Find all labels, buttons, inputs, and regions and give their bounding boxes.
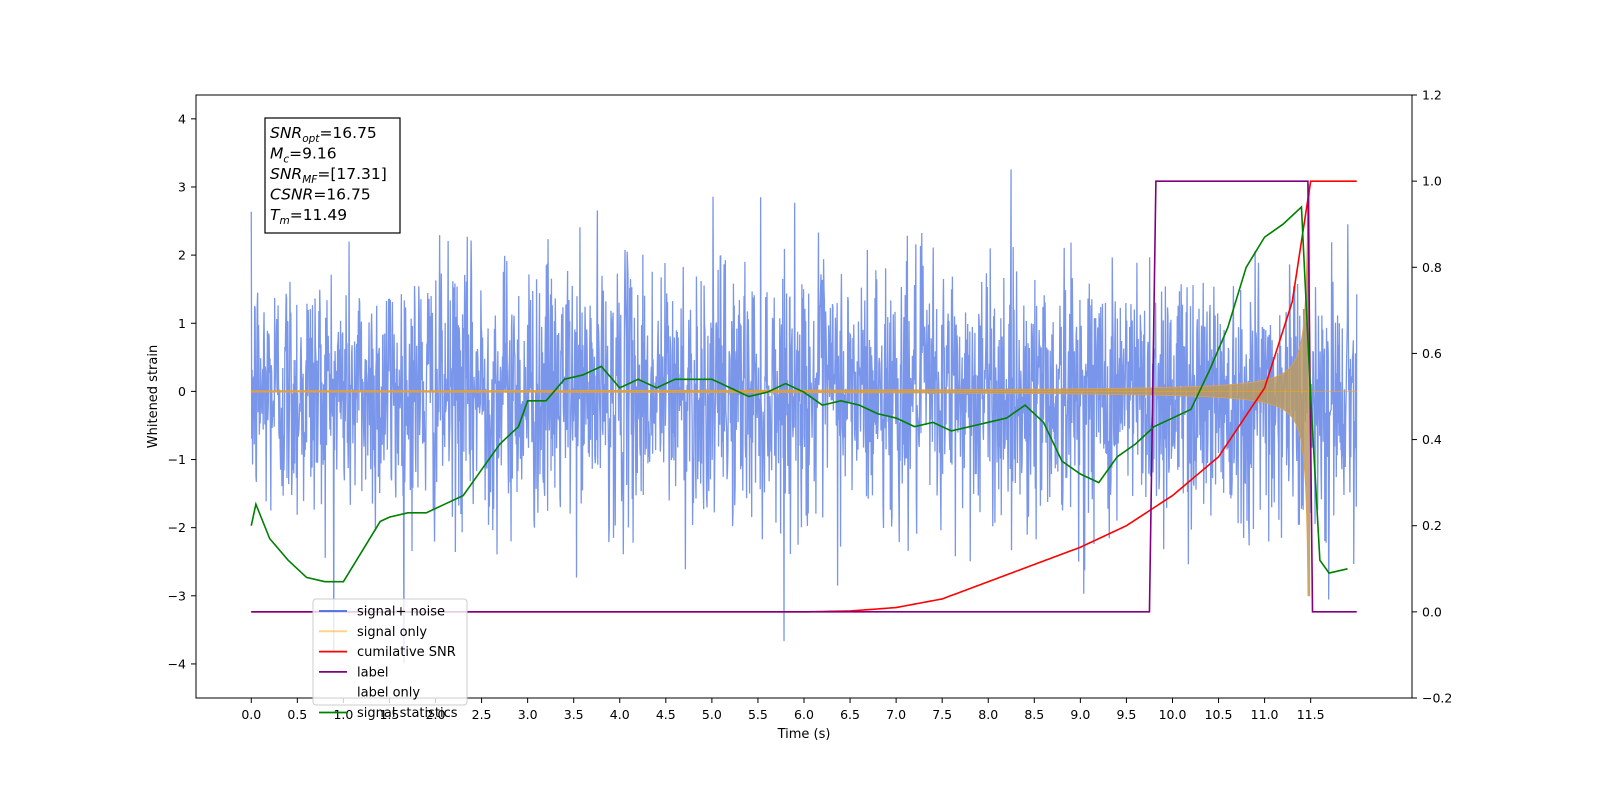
overlays: SNRopt=16.75Mc=9.16SNRMF=[17.31]CSNR=16.…	[264, 117, 468, 721]
y2-tick-label: 1.0	[1422, 174, 1442, 189]
x-tick-label: 1.0	[333, 707, 353, 722]
x-tick-label: 5.5	[748, 707, 768, 722]
info-line: CSNR=16.75	[270, 186, 371, 204]
x-tick-label: 5.0	[702, 707, 722, 722]
x-tick-label: 1.5	[380, 707, 400, 722]
y-axis-label: Whitened strain	[146, 345, 161, 448]
x-tick-label: 0.5	[287, 707, 307, 722]
y2-tick-label: 0.0	[1422, 604, 1442, 619]
x-tick-label: 3.0	[518, 707, 538, 722]
legend-entry: signal statistics	[357, 706, 458, 721]
info-line-subscript: opt	[302, 133, 320, 145]
info-line-value: =16.75	[313, 186, 370, 204]
legend-entry: signal+ noise	[357, 605, 445, 620]
info-line-main: SNR	[270, 165, 302, 183]
y2-tick-label: −0.2	[1422, 691, 1452, 706]
series-signal-noise-line	[250, 169, 1358, 663]
y2-tick-label: 0.4	[1422, 432, 1442, 447]
y2-tick-label: 1.2	[1422, 88, 1442, 103]
y2-tick-label: 0.2	[1422, 518, 1442, 533]
info-line-subscript: m	[279, 215, 289, 227]
legend-box	[312, 598, 468, 706]
series-signal-statistics-line	[250, 205, 1348, 583]
x-tick-label: 2.0	[426, 707, 446, 722]
x-tick-label: 6.5	[840, 707, 860, 722]
y2-tick-label: 0.8	[1422, 260, 1442, 275]
legend-entry: label only	[357, 686, 420, 701]
axes: 0.0 0.5 1.0 1.5 2.0 2.5 3.0 3.5 4.0 4.5 5.0 5.5 6.0 6…	[146, 88, 1452, 743]
plot-area	[250, 169, 1358, 663]
x-tick-label: 4.5	[656, 707, 676, 722]
x-tick-label: 8.0	[978, 707, 998, 722]
y-tick-label: 1	[178, 316, 186, 331]
y-tick-label: 2	[178, 248, 186, 263]
legend-entry: cumilative SNR	[357, 645, 456, 660]
x-tick-label: 11.0	[1251, 707, 1279, 722]
x-tick-label: 11.5	[1297, 707, 1325, 722]
info-line-main: M	[270, 145, 283, 163]
x-tick-label: 8.5	[1024, 707, 1044, 722]
info-line-main: SNR	[270, 124, 302, 142]
info-line-main: T	[270, 206, 281, 224]
x-tick-label: 4.0	[610, 707, 630, 722]
y2-tick-label: 0.6	[1422, 346, 1442, 361]
x-tick-label: 6.0	[794, 707, 814, 722]
x-tick-label: 9.5	[1116, 707, 1136, 722]
y-tick-label: −1	[168, 452, 186, 467]
info-line-main: CSNR	[270, 186, 313, 204]
legend-entry: signal only	[357, 625, 427, 640]
x-tick-label: 0.0	[241, 707, 261, 722]
info-line-subscript: MF	[302, 174, 318, 186]
info-line-value: =11.49	[290, 206, 347, 224]
series-cumilative-snr-line	[251, 180, 1357, 613]
y-tick-label: −4	[168, 656, 186, 671]
x-tick-label: 7.0	[886, 707, 906, 722]
info-line-value: =9.16	[289, 145, 337, 163]
y-tick-label: 0	[178, 384, 186, 399]
y-tick-label: 4	[178, 111, 186, 126]
x-tick-label: 9.0	[1070, 707, 1090, 722]
x-axis-label: Time (s)	[777, 727, 831, 742]
info-line: SNRopt=16.75	[270, 124, 377, 145]
x-tick-label: 7.5	[932, 707, 952, 722]
info-line-value: =[17.31]	[317, 165, 386, 183]
series-label-line	[251, 180, 1357, 613]
x-tick-label: 2.5	[472, 707, 492, 722]
info-line: Tm=11.49	[270, 206, 347, 227]
y-tick-label: 3	[178, 179, 186, 194]
x-tick-label: 3.5	[564, 707, 584, 722]
info-line: SNRMF=[17.31]	[270, 165, 387, 186]
legend-entry: label	[357, 665, 388, 680]
y-tick-label: −2	[168, 520, 186, 535]
info-line: Mc=9.16	[270, 145, 337, 166]
x-tick-label: 10.0	[1159, 707, 1187, 722]
y-tick-label: −3	[168, 588, 186, 603]
info-box	[264, 117, 401, 234]
x-tick-label: 10.5	[1205, 707, 1233, 722]
info-line-value: =16.75	[319, 124, 376, 142]
info-line-subscript: c	[283, 154, 289, 166]
